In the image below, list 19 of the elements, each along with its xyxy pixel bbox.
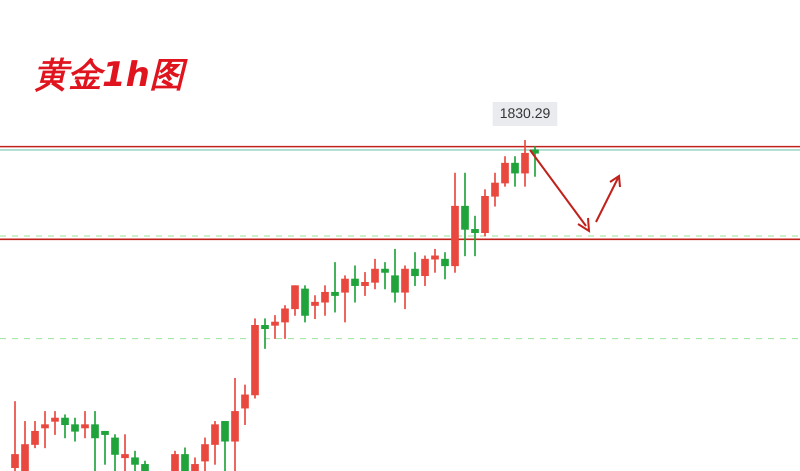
candlestick (91, 411, 99, 471)
candlestick (361, 272, 369, 296)
candlestick (261, 318, 269, 349)
candlestick (431, 248, 439, 273)
candlestick (81, 411, 89, 438)
annotation: 1830.29 (500, 104, 551, 121)
candlestick (51, 411, 59, 435)
candlestick (121, 434, 129, 471)
candlestick (41, 411, 49, 448)
candlestick (11, 401, 19, 471)
candlestick (351, 265, 359, 303)
candlestick (271, 315, 279, 339)
candlestick (311, 295, 319, 320)
candlestick (331, 262, 339, 312)
candlestick (381, 262, 389, 290)
candlestick (101, 430, 109, 465)
candlestick (471, 216, 479, 256)
candlestick (411, 252, 419, 286)
candlestick (441, 252, 449, 280)
